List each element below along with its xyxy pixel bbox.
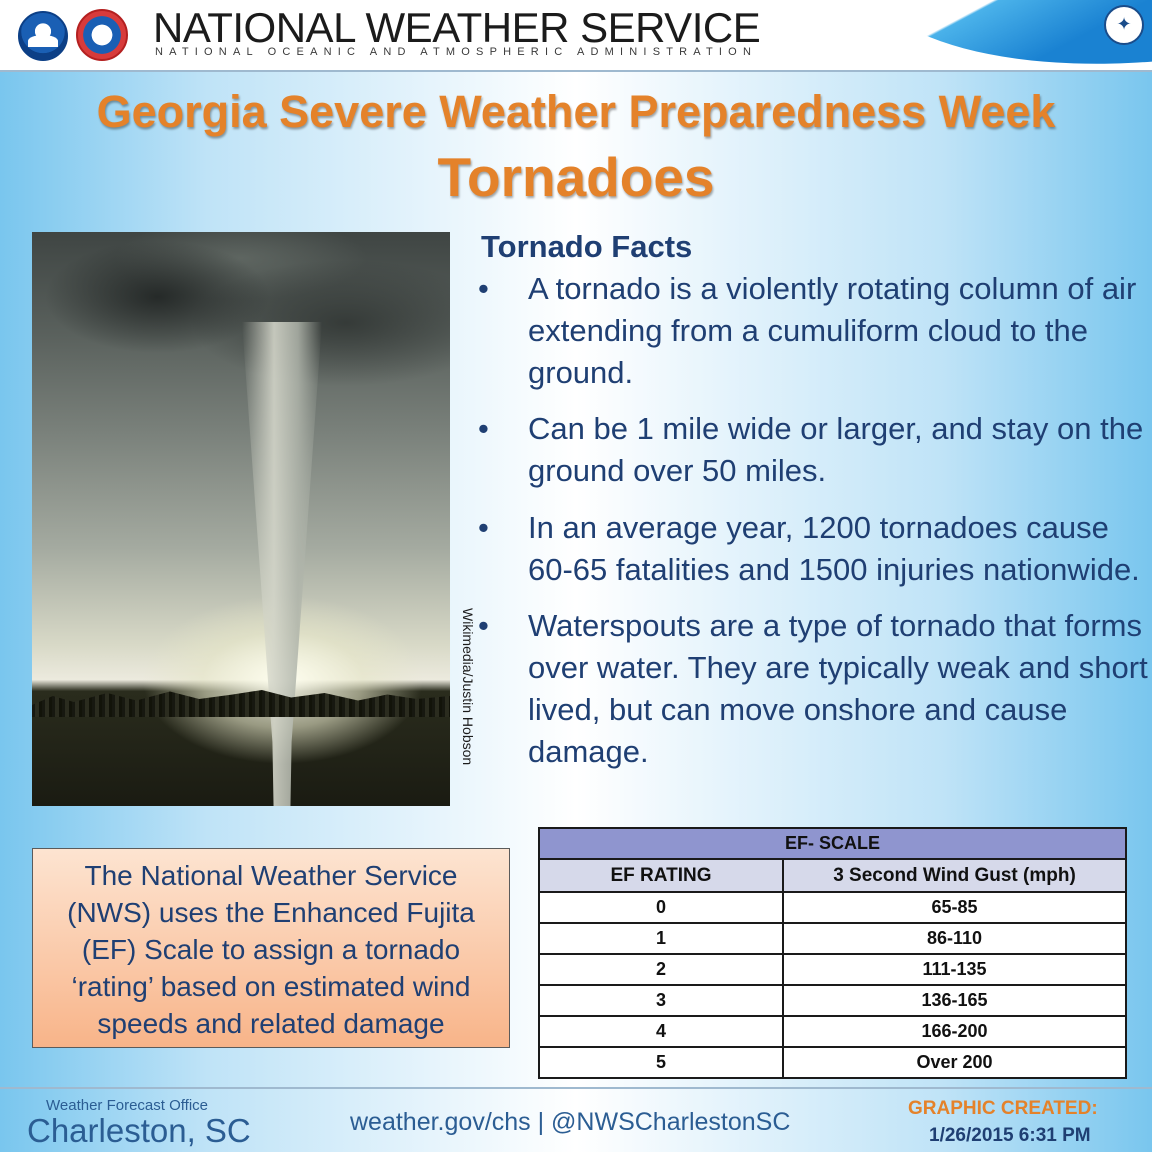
- ef-rating-cell: 1: [538, 922, 784, 955]
- table-row: 1 86-110: [538, 922, 1127, 955]
- header: NATIONAL WEATHER SERVICE NATIONAL OCEANI…: [0, 0, 1152, 72]
- ef-scale-title: EF- SCALE: [538, 827, 1127, 860]
- page-title: Georgia Severe Weather Preparedness Week: [96, 86, 1056, 137]
- wind-gust-cell: 111-135: [782, 953, 1127, 986]
- graphic-created-date: 1/26/2015 6:31 PM: [929, 1125, 1091, 1146]
- footer-links: weather.gov/chs | @NWSCharlestonSC: [350, 1108, 791, 1136]
- fact-text: A tornado is a violently rotating column…: [528, 271, 1137, 390]
- wind-gust-cell: Over 200: [782, 1046, 1127, 1079]
- wind-gust-header: 3 Second Wind Gust (mph): [782, 858, 1127, 893]
- page-subtitle: Tornadoes: [437, 146, 715, 208]
- table-row: 3 136-165: [538, 984, 1127, 1017]
- facts-heading: Tornado Facts: [481, 229, 693, 264]
- photo-cloud: [32, 232, 450, 492]
- wind-gust-cell: 65-85: [782, 891, 1127, 924]
- wind-gust-cell: 86-110: [782, 922, 1127, 955]
- agency-subtitle: NATIONAL OCEANIC AND ATMOSPHERIC ADMINIS…: [155, 46, 758, 58]
- bullet-icon: •: [478, 608, 489, 643]
- bullet-icon: •: [478, 271, 489, 306]
- ef-rating-cell: 0: [538, 891, 784, 924]
- table-row: 2 111-135: [538, 953, 1127, 986]
- fact-item: • In an average year, 1200 tornadoes caus…: [478, 507, 1148, 591]
- photo-treeline: [32, 690, 450, 717]
- nws-logo-icon: [76, 9, 128, 61]
- ef-scale-table: EF- SCALE EF RATING 3 Second Wind Gust (…: [538, 827, 1127, 1079]
- wind-gust-cell: 136-165: [782, 984, 1127, 1017]
- ef-rating-cell: 4: [538, 1015, 784, 1048]
- graphic-created-label: GRAPHIC CREATED:: [908, 1098, 1098, 1119]
- noaa-logo-icon: [18, 11, 68, 61]
- tornado-photo: [32, 232, 450, 806]
- fact-item: • Waterspouts are a type of tornado that …: [478, 605, 1148, 773]
- table-row: 4 166-200: [538, 1015, 1127, 1048]
- office-label: Weather Forecast Office: [46, 1097, 209, 1114]
- ef-rating-header: EF RATING: [538, 858, 784, 893]
- fact-text: In an average year, 1200 tornadoes cause…: [528, 510, 1140, 587]
- table-row: 5 Over 200: [538, 1046, 1127, 1079]
- fact-item: • A tornado is a violently rotating colum…: [478, 268, 1148, 394]
- bullet-icon: •: [478, 411, 489, 446]
- table-row: 0 65-85: [538, 891, 1127, 924]
- doc-logo-icon: ✦: [1104, 5, 1144, 45]
- agency-title: NATIONAL WEATHER SERVICE: [153, 4, 761, 51]
- ef-info-box: The National Weather Service (NWS) uses …: [32, 848, 510, 1048]
- ef-rating-cell: 5: [538, 1046, 784, 1079]
- wind-gust-cell: 166-200: [782, 1015, 1127, 1048]
- fact-text: Can be 1 mile wide or larger, and stay o…: [528, 411, 1144, 488]
- bullet-icon: •: [478, 510, 489, 545]
- office-name: Charleston, SC: [27, 1112, 251, 1149]
- footer-divider: [0, 1087, 1152, 1089]
- ef-rating-cell: 3: [538, 984, 784, 1017]
- ef-rating-cell: 2: [538, 953, 784, 986]
- fact-text: Waterspouts are a type of tornado that f…: [528, 608, 1148, 769]
- facts-list: • A tornado is a violently rotating colum…: [478, 268, 1148, 787]
- photo-funnel: [242, 322, 322, 806]
- photo-credit: Wikimedia/Justin Hobson: [460, 608, 476, 766]
- fact-item: • Can be 1 mile wide or larger, and stay …: [478, 408, 1148, 492]
